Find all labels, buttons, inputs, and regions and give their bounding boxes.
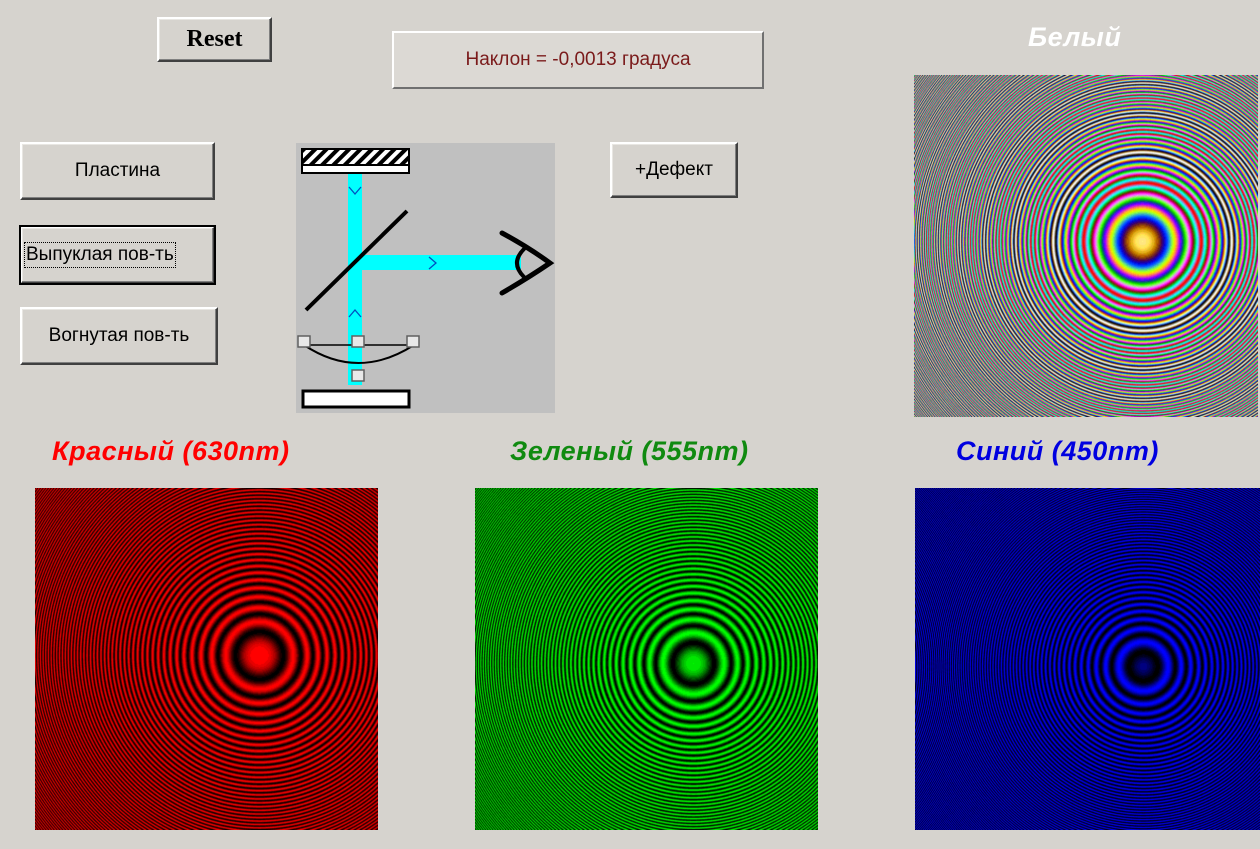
red-panel-title: Красный (630nm)	[52, 436, 290, 466]
reset-button[interactable]: Reset	[157, 17, 272, 62]
light-beam	[348, 173, 521, 385]
convex-surface-button[interactable]: Выпуклая пов-ть	[19, 225, 216, 285]
blue-panel-title: Синий (450nm)	[956, 436, 1159, 466]
blue-fringes	[915, 488, 1260, 830]
convex-surface-label: Выпуклая пов-ть	[24, 242, 176, 268]
reference-mirror-icon	[301, 148, 410, 174]
test-plate-icon	[301, 389, 411, 409]
concave-surface-button[interactable]: Вогнутая пов-ть	[20, 307, 218, 365]
tilt-readout: Наклон = -0,0013 градуса	[392, 31, 764, 89]
convex-lens-icon	[297, 335, 420, 382]
red-fringes	[35, 488, 378, 830]
green-fringes	[475, 488, 818, 830]
white-light-fringes	[914, 75, 1258, 417]
green-panel-title: Зеленый (555nm)	[510, 436, 749, 466]
white-panel-title: Белый	[1028, 22, 1122, 52]
eye-icon	[499, 230, 555, 296]
add-defect-button[interactable]: +Дефект	[610, 142, 738, 198]
plate-button[interactable]: Пластина	[20, 142, 215, 200]
schematic-background	[296, 143, 555, 413]
interferometer-schematic	[296, 143, 555, 413]
beam-splitter-icon	[304, 209, 409, 312]
